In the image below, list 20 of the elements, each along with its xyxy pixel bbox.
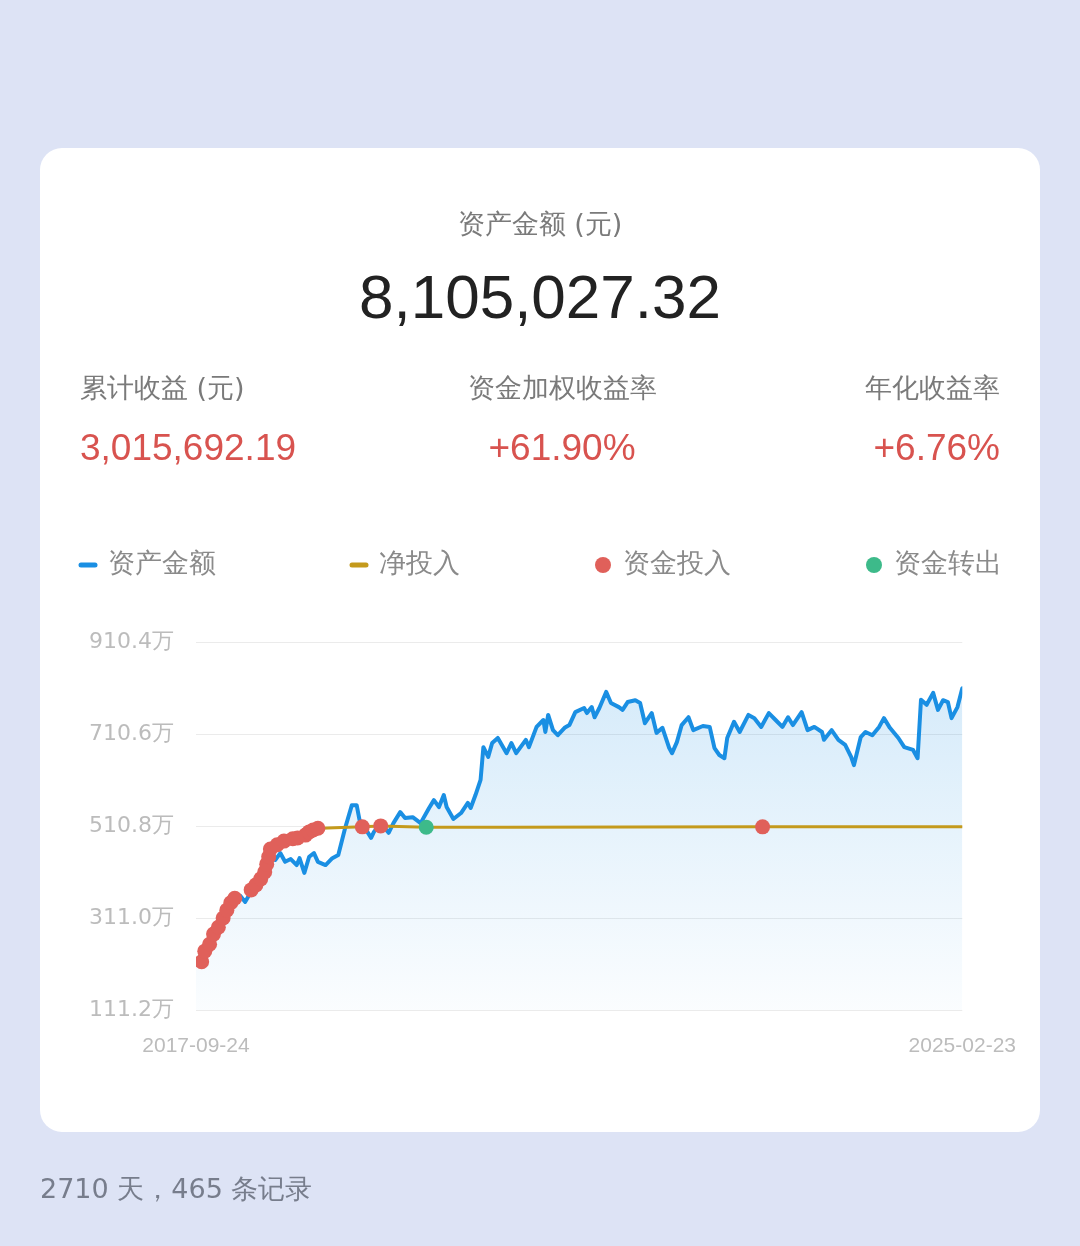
text: 8,105,027.32	[358, 261, 722, 333]
legend-label: 资产金额	[108, 547, 216, 579]
y-tick-label: 111.2万	[89, 995, 174, 1021]
text: 资产金额 (元)	[457, 208, 623, 240]
y-tick-label: 510.8万	[89, 811, 174, 837]
text: 资金加权收益率	[467, 372, 657, 404]
y-tick-label: 710.6万	[89, 719, 174, 745]
y-tick-label: 311.0万	[89, 903, 174, 929]
legend-label: 资金转出	[894, 547, 1002, 579]
text: 2710 天，465 条记录	[40, 1173, 313, 1205]
text: 年化收益率	[865, 372, 1000, 404]
text: +6.76%	[873, 426, 1000, 470]
legend-label: 资金投入	[623, 547, 731, 579]
x-tick-label: 2025-02-23	[908, 1033, 1016, 1057]
x-tick-label: 2017-09-24	[142, 1033, 251, 1057]
text: 累计收益 (元)	[80, 372, 245, 404]
legend-label: 净投入	[379, 547, 460, 579]
y-tick-label: 910.4万	[89, 627, 174, 653]
text: 3,015,692.19	[80, 426, 297, 470]
text: +61.90%	[488, 426, 636, 470]
